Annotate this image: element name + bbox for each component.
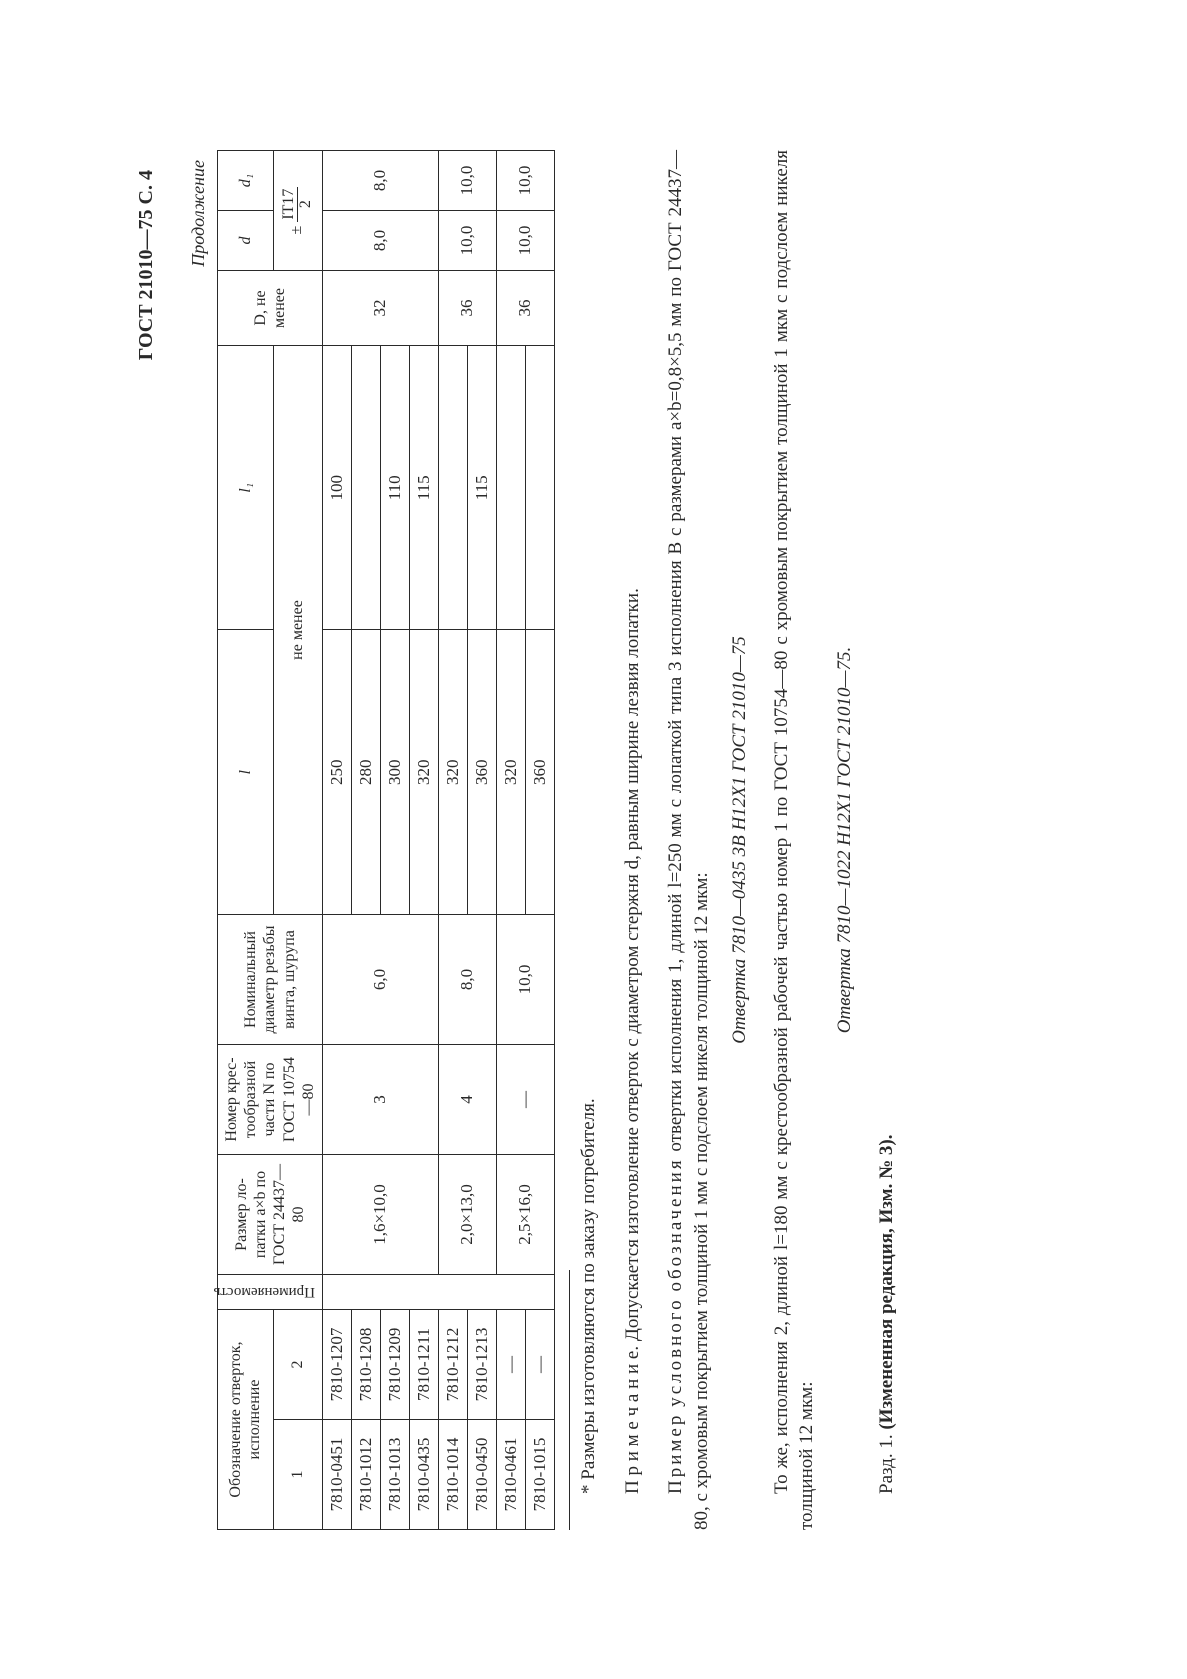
th-d: d <box>218 211 274 271</box>
table-row: 7810-0461—2,5×16,0—10,03203610,010,0 <box>496 151 525 1530</box>
cell-blade-size: 2,0×13,0 <box>438 1155 496 1275</box>
cell-D: 36 <box>438 271 496 346</box>
th-blade: Размер ло­патки a×b по ГОСТ 24437—80 <box>218 1155 323 1275</box>
table-row: 7810-10137810-1209 300110 <box>380 151 409 1530</box>
cell-designation-1: 7810-1013 <box>380 1420 409 1530</box>
example-italic-1: Отвертка 7810—0435 3В Н12Х1 ГОСТ 21010—7… <box>729 150 751 1530</box>
table-row: 7810-10127810-1208 280 <box>351 151 380 1530</box>
cell-l1 <box>438 346 467 631</box>
table-row: 7810-1015— 360 <box>525 151 554 1530</box>
table-row: 7810-04357810-1211 320115 <box>409 151 438 1530</box>
cell-l1: 110 <box>380 346 409 631</box>
cell-l1 <box>496 346 525 631</box>
cell-designation-2: 7810-1211 <box>409 1310 438 1420</box>
cell-designation-2: — <box>525 1310 554 1420</box>
cell-l: 320 <box>438 630 467 915</box>
cell-l1: 100 <box>322 346 351 631</box>
cell-applicability <box>322 1275 554 1310</box>
cell-D: 36 <box>496 271 554 346</box>
table-row: 7810-04507810-1213 360115 <box>467 151 496 1530</box>
cell-nominal-diameter: 10,0 <box>496 915 554 1045</box>
cell-d1: 10,0 <box>438 151 496 211</box>
th-col1: 1 <box>273 1420 322 1530</box>
second-paragraph: То же, исполнения 2, длиной l=180 мм с к… <box>769 150 820 1530</box>
th-designation: Обозначение отверток, исполнение <box>218 1310 274 1530</box>
cell-designation-2: 7810-1208 <box>351 1310 380 1420</box>
cell-D: 32 <box>322 271 438 346</box>
cell-designation-2: 7810-1209 <box>380 1310 409 1420</box>
cell-blade-size: 2,5×16,0 <box>496 1155 554 1275</box>
cell-designation-1: 7810-1014 <box>438 1420 467 1530</box>
cell-designation-2: — <box>496 1310 525 1420</box>
cell-blade-size: 1,6×10,0 <box>322 1155 438 1275</box>
cell-cross-number: 4 <box>438 1045 496 1155</box>
cell-designation-2: 7810-1207 <box>322 1310 351 1420</box>
cell-designation-1: 7810-1012 <box>351 1420 380 1530</box>
th-l: l <box>218 630 274 915</box>
continuation-label: Продолжение <box>188 150 209 1530</box>
cell-designation-2: 7810-1212 <box>438 1310 467 1420</box>
table-row: 7810-04517810-12071,6×10,036,0250100328,… <box>322 151 351 1530</box>
cell-designation-1: 7810-0450 <box>467 1420 496 1530</box>
cell-l: 320 <box>496 630 525 915</box>
cell-designation-2: 7810-1213 <box>467 1310 496 1420</box>
cell-designation-1: 7810-0435 <box>409 1420 438 1530</box>
cell-l: 280 <box>351 630 380 915</box>
cell-l: 320 <box>409 630 438 915</box>
cell-cross-number: — <box>496 1045 554 1155</box>
note-line: П р и м е ч а н и е. Допускается изготов… <box>620 150 646 1530</box>
th-diameter: Номинальный диаметр резь­бы винта, шуруп… <box>218 915 323 1045</box>
example-paragraph: Пример условного обозначения отвертки ис… <box>663 150 714 1530</box>
cell-cross-number: 3 <box>322 1045 438 1155</box>
cell-designation-1: 7810-0461 <box>496 1420 525 1530</box>
cell-d1: 10,0 <box>496 151 554 211</box>
cell-l: 360 <box>525 630 554 915</box>
cell-l: 360 <box>467 630 496 915</box>
cell-l1 <box>525 346 554 631</box>
example-italic-2: Отвертка 7810—1022 Н12Х1 ГОСТ 21010—75. <box>834 150 856 1530</box>
cell-nominal-diameter: 8,0 <box>438 915 496 1045</box>
cell-l1: 115 <box>409 346 438 631</box>
table-row: 7810-10147810-12122,0×13,048,03203610,01… <box>438 151 467 1530</box>
th-l1: l₁ <box>218 346 274 631</box>
cell-l: 250 <box>322 630 351 915</box>
footnote-star: * Размеры изготовляются по заказу потреб… <box>576 150 602 1530</box>
cell-l1: 115 <box>467 346 496 631</box>
th-d1: d₁ <box>218 151 274 211</box>
th-applicability: Приме­няе­мость <box>218 1275 323 1310</box>
cell-designation-1: 7810-1015 <box>525 1420 554 1530</box>
cell-designation-1: 7810-0451 <box>322 1420 351 1530</box>
th-cross: Номер крес­тообразной части N по ГОСТ 10… <box>218 1045 323 1155</box>
final-note: Разд. 1. (Измененная редакция, Изм. № 3)… <box>876 150 898 1530</box>
cell-d1: 8,0 <box>322 151 438 211</box>
footnote-rule <box>569 1270 570 1530</box>
cell-nominal-diameter: 6,0 <box>322 915 438 1045</box>
cell-d: 10,0 <box>438 211 496 271</box>
th-D: D, не менее <box>218 271 323 346</box>
rotated-page-container: ГОСТ 21010—75 С. 4 Продолжение Обозначен… <box>95 90 1095 1590</box>
th-notless: не менее <box>273 346 322 915</box>
th-col2: 2 <box>273 1310 322 1420</box>
cell-d: 10,0 <box>496 211 554 271</box>
specification-table: Обозначение отверток, исполнение Приме­н… <box>217 150 555 1530</box>
cell-d: 8,0 <box>322 211 438 271</box>
page-header: ГОСТ 21010—75 С. 4 <box>135 150 158 1530</box>
cell-l: 300 <box>380 630 409 915</box>
cell-l1 <box>351 346 380 631</box>
th-tolerance: ± IT172 <box>273 151 322 271</box>
